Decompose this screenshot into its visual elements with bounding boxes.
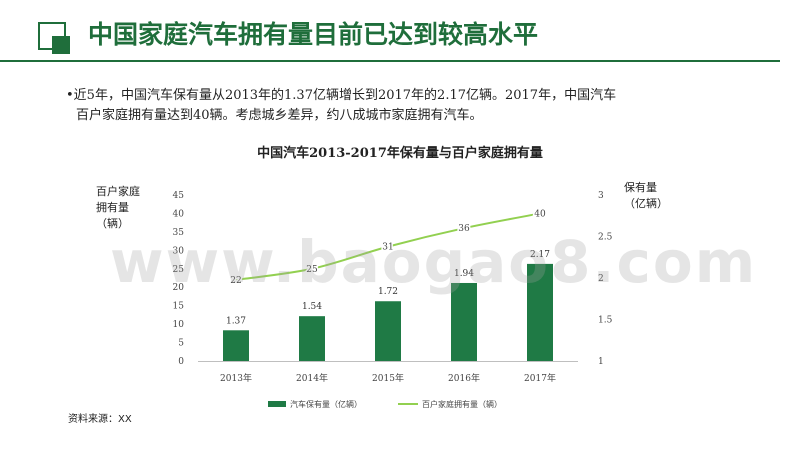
bar — [375, 301, 401, 361]
title-divider — [0, 60, 780, 62]
right-axis-tick-label: 2 — [598, 274, 604, 284]
bullet-text: •近5年，中国汽车保有量从2013年的1.37亿辆增长到2017年的2.17亿辆… — [66, 86, 706, 126]
left-axis-tick-label: 20 — [173, 283, 185, 293]
x-axis-tick-label: 2014年 — [296, 372, 328, 384]
x-axis-tick-label: 2017年 — [524, 372, 556, 384]
bar-value-label: 1.94 — [454, 269, 474, 279]
right-axis-title: 保有量 （亿辆） — [624, 180, 684, 212]
watermark: www.baogao8.com — [110, 228, 758, 296]
logo-square-icon — [38, 22, 70, 54]
left-axis-tick-label: 45 — [173, 191, 185, 201]
legend-line-label: 百户家庭拥有量（辆） — [422, 399, 502, 409]
bar — [451, 282, 477, 361]
right-axis-tick-label: 3 — [598, 191, 604, 201]
source-note: 资料来源：XX — [68, 414, 132, 425]
bar-value-label: 1.37 — [226, 316, 246, 326]
right-axis-tick-label: 1 — [598, 357, 604, 367]
line-value-label: 40 — [534, 209, 546, 219]
bar-value-label: 1.72 — [378, 287, 398, 297]
left-axis-title-line-2: 拥有量 — [96, 201, 129, 214]
bar-value-label: 1.54 — [302, 302, 322, 312]
right-axis-title-line-2: （亿辆） — [624, 197, 668, 210]
line-value-label: 36 — [458, 224, 470, 234]
bar — [527, 263, 553, 361]
left-axis-tick-label: 35 — [173, 228, 185, 238]
left-axis-tick-label: 30 — [173, 246, 185, 256]
line-value-label: 31 — [382, 243, 393, 253]
left-axis-tick-label: 40 — [173, 209, 185, 219]
left-axis-tick-label: 25 — [173, 265, 185, 275]
left-axis-tick-label: 10 — [173, 320, 185, 330]
bar — [223, 330, 249, 361]
line-series-path — [235, 212, 541, 281]
x-axis-tick-label: 2013年 — [220, 372, 252, 384]
legend-bar-label: 汽车保有量（亿辆） — [290, 399, 362, 409]
slide-title: 中国家庭汽车拥有量目前已达到较高水平 — [88, 20, 539, 49]
left-axis-title-line-3: （辆） — [96, 217, 129, 230]
left-axis-tick-label: 0 — [178, 357, 184, 367]
bar-value-label: 2.17 — [530, 250, 550, 260]
legend-bar-swatch — [268, 401, 286, 407]
bullet-line-1: •近5年，中国汽车保有量从2013年的1.37亿辆增长到2017年的2.17亿辆… — [66, 88, 617, 103]
left-axis-title-line-1: 百户家庭 — [96, 185, 140, 198]
line-value-label: 22 — [230, 276, 241, 286]
chart-title: 中国汽车2013-2017年保有量与百户家庭拥有量 — [257, 146, 543, 161]
left-axis-tick-label: 15 — [173, 302, 185, 312]
x-axis-tick-label: 2015年 — [372, 372, 404, 384]
bullet-line-2: 百户家庭拥有量达到40辆。考虑城乡差异，约八成城市家庭拥有汽车。 — [76, 108, 483, 123]
left-axis-tick-label: 5 — [178, 339, 184, 349]
line-value-label: 25 — [306, 265, 318, 275]
left-axis-title: 百户家庭 拥有量 （辆） — [96, 184, 166, 232]
x-axis-tick-label: 2016年 — [448, 372, 480, 384]
right-axis-title-line-1: 保有量 — [624, 181, 657, 194]
right-axis-tick-label: 2.5 — [598, 233, 613, 243]
bar — [299, 316, 325, 361]
right-axis-tick-label: 1.5 — [598, 316, 613, 326]
